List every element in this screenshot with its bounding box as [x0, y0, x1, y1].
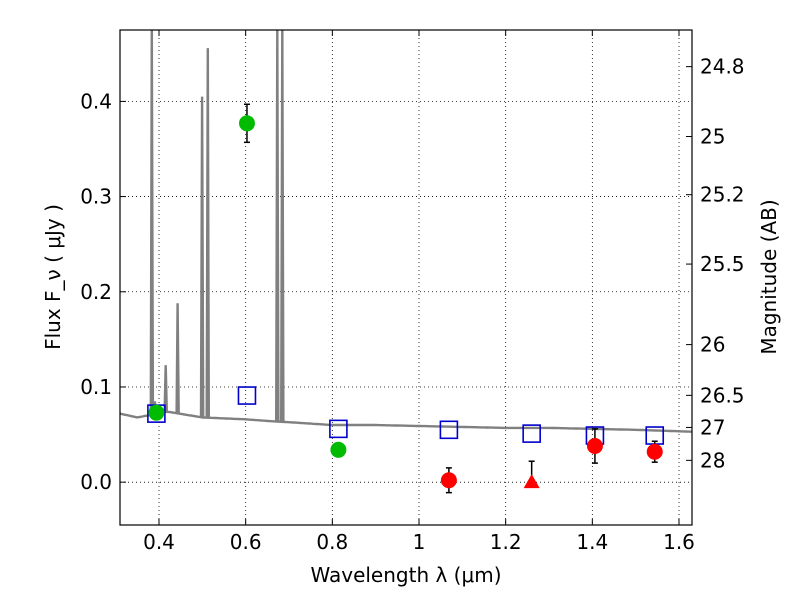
- y-tick-label: 0.0: [80, 470, 112, 494]
- model-photometry-marker: [522, 424, 541, 443]
- axis-ticks: 0.4 0.6 0.8 1 1.2 1.4 1.6 0.0 0.1 0.2 0.3 0.4 24.8 25…: [80, 30, 745, 554]
- flux-marker: [586, 437, 603, 454]
- x-tick-label: 1: [413, 530, 426, 554]
- model-spectrum: [120, 30, 692, 433]
- model-photometry-marker: [439, 420, 459, 440]
- flux-marker: [440, 472, 457, 489]
- y-axis-label: Flux F_ν ( μJy ): [41, 204, 65, 350]
- right-axis-label: Magnitude (AB): [757, 199, 781, 354]
- spectrum-line: [120, 30, 692, 433]
- model-photometry-marker: [329, 419, 348, 439]
- grid-lines: [120, 30, 692, 525]
- data-markers: [147, 103, 665, 494]
- y-tick-label: 0.3: [80, 185, 112, 209]
- right-tick-label: 25: [700, 125, 725, 149]
- right-tick-label: 28: [700, 448, 725, 472]
- flux-marker: [238, 115, 255, 132]
- right-tick-label: 25.2: [700, 183, 745, 207]
- model-photometry-marker: [237, 386, 257, 405]
- x-tick-label: 0.4: [143, 530, 175, 554]
- flux-marker: [330, 441, 347, 458]
- y-tick-label: 0.2: [80, 280, 112, 304]
- plot-frame: [119, 29, 693, 526]
- right-tick-label: 25.5: [700, 252, 745, 276]
- flux-marker: [148, 404, 165, 421]
- upper-limit-marker: [523, 474, 540, 489]
- x-axis-label: Wavelength λ (μm): [310, 563, 501, 587]
- x-tick-label: 0.8: [316, 530, 348, 554]
- right-tick-label: 24.8: [700, 55, 745, 79]
- y-tick-label: 0.4: [80, 89, 112, 113]
- x-tick-label: 0.6: [230, 530, 262, 554]
- x-tick-label: 1.6: [663, 530, 695, 554]
- right-tick-label: 27: [700, 415, 725, 439]
- right-tick-label: 26: [700, 333, 725, 357]
- x-tick-label: 1.4: [576, 530, 608, 554]
- y-tick-label: 0.1: [80, 375, 112, 399]
- right-tick-label: 26.5: [700, 383, 745, 407]
- flux-marker: [646, 443, 663, 460]
- x-tick-label: 1.2: [490, 530, 522, 554]
